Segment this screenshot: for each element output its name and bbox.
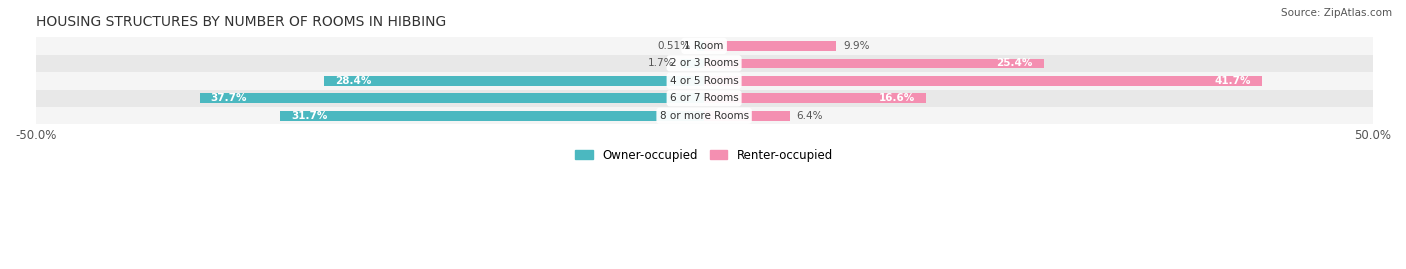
Text: 6.4%: 6.4%	[796, 111, 823, 121]
Text: 2 or 3 Rooms: 2 or 3 Rooms	[669, 58, 738, 68]
Text: 1 Room: 1 Room	[685, 41, 724, 51]
Text: 4 or 5 Rooms: 4 or 5 Rooms	[669, 76, 738, 86]
Text: 6 or 7 Rooms: 6 or 7 Rooms	[669, 93, 738, 103]
Text: 41.7%: 41.7%	[1215, 76, 1251, 86]
Text: 0.51%: 0.51%	[658, 41, 690, 51]
Text: 28.4%: 28.4%	[335, 76, 371, 86]
Text: HOUSING STRUCTURES BY NUMBER OF ROOMS IN HIBBING: HOUSING STRUCTURES BY NUMBER OF ROOMS IN…	[35, 15, 446, 29]
Bar	[35, 37, 1372, 55]
Bar	[35, 55, 1372, 72]
Bar	[35, 90, 1372, 107]
Bar	[682, 59, 704, 68]
Text: 31.7%: 31.7%	[291, 111, 328, 121]
Text: 8 or more Rooms: 8 or more Rooms	[659, 111, 748, 121]
Bar	[325, 76, 704, 86]
Bar	[704, 111, 790, 121]
Legend: Owner-occupied, Renter-occupied: Owner-occupied, Renter-occupied	[571, 144, 838, 167]
Bar	[704, 93, 927, 103]
Bar	[200, 93, 704, 103]
Bar	[280, 111, 704, 121]
Bar	[704, 76, 1261, 86]
Bar	[697, 41, 704, 51]
Text: 25.4%: 25.4%	[997, 58, 1033, 68]
Text: 37.7%: 37.7%	[211, 93, 247, 103]
Text: Source: ZipAtlas.com: Source: ZipAtlas.com	[1281, 8, 1392, 18]
Text: 16.6%: 16.6%	[879, 93, 915, 103]
Text: 9.9%: 9.9%	[844, 41, 870, 51]
Bar	[35, 72, 1372, 90]
Bar	[35, 107, 1372, 125]
Bar	[704, 41, 837, 51]
Text: 1.7%: 1.7%	[648, 58, 675, 68]
Bar	[704, 59, 1043, 68]
